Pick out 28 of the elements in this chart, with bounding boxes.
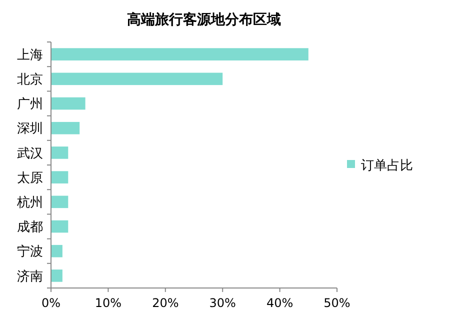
x-tick-label: 10% bbox=[94, 296, 122, 310]
y-tick-label: 广州 bbox=[17, 97, 43, 112]
x-tick-label: 30% bbox=[209, 296, 236, 310]
chart-title: 高端旅行客源地分布区域 bbox=[127, 11, 281, 28]
bar bbox=[51, 196, 68, 208]
x-tick-label: 50% bbox=[324, 296, 350, 310]
bar bbox=[51, 72, 223, 86]
legend-label: 订单占比 bbox=[361, 158, 413, 174]
y-tick-label: 武汉 bbox=[17, 146, 43, 162]
y-tick-label: 深圳 bbox=[17, 122, 43, 137]
y-tick-label: 北京 bbox=[17, 72, 43, 88]
x-tick-label: 20% bbox=[152, 296, 179, 310]
bar bbox=[51, 171, 68, 184]
y-tick-label: 成都 bbox=[17, 220, 43, 236]
bar bbox=[51, 122, 80, 134]
x-tick-label: 40% bbox=[266, 296, 294, 310]
bar bbox=[51, 244, 62, 258]
bar bbox=[51, 48, 308, 60]
bar bbox=[51, 146, 68, 159]
y-tick-label: 太原 bbox=[17, 170, 43, 186]
y-tick-label: 上海 bbox=[17, 48, 43, 63]
y-tick-label: 济南 bbox=[17, 269, 43, 284]
bar bbox=[51, 97, 86, 110]
bar bbox=[51, 220, 68, 233]
y-tick-label: 宁波 bbox=[17, 244, 43, 260]
y-tick-label: 杭州 bbox=[16, 195, 43, 210]
bar bbox=[51, 270, 62, 282]
x-tick-label: 0% bbox=[41, 296, 61, 310]
